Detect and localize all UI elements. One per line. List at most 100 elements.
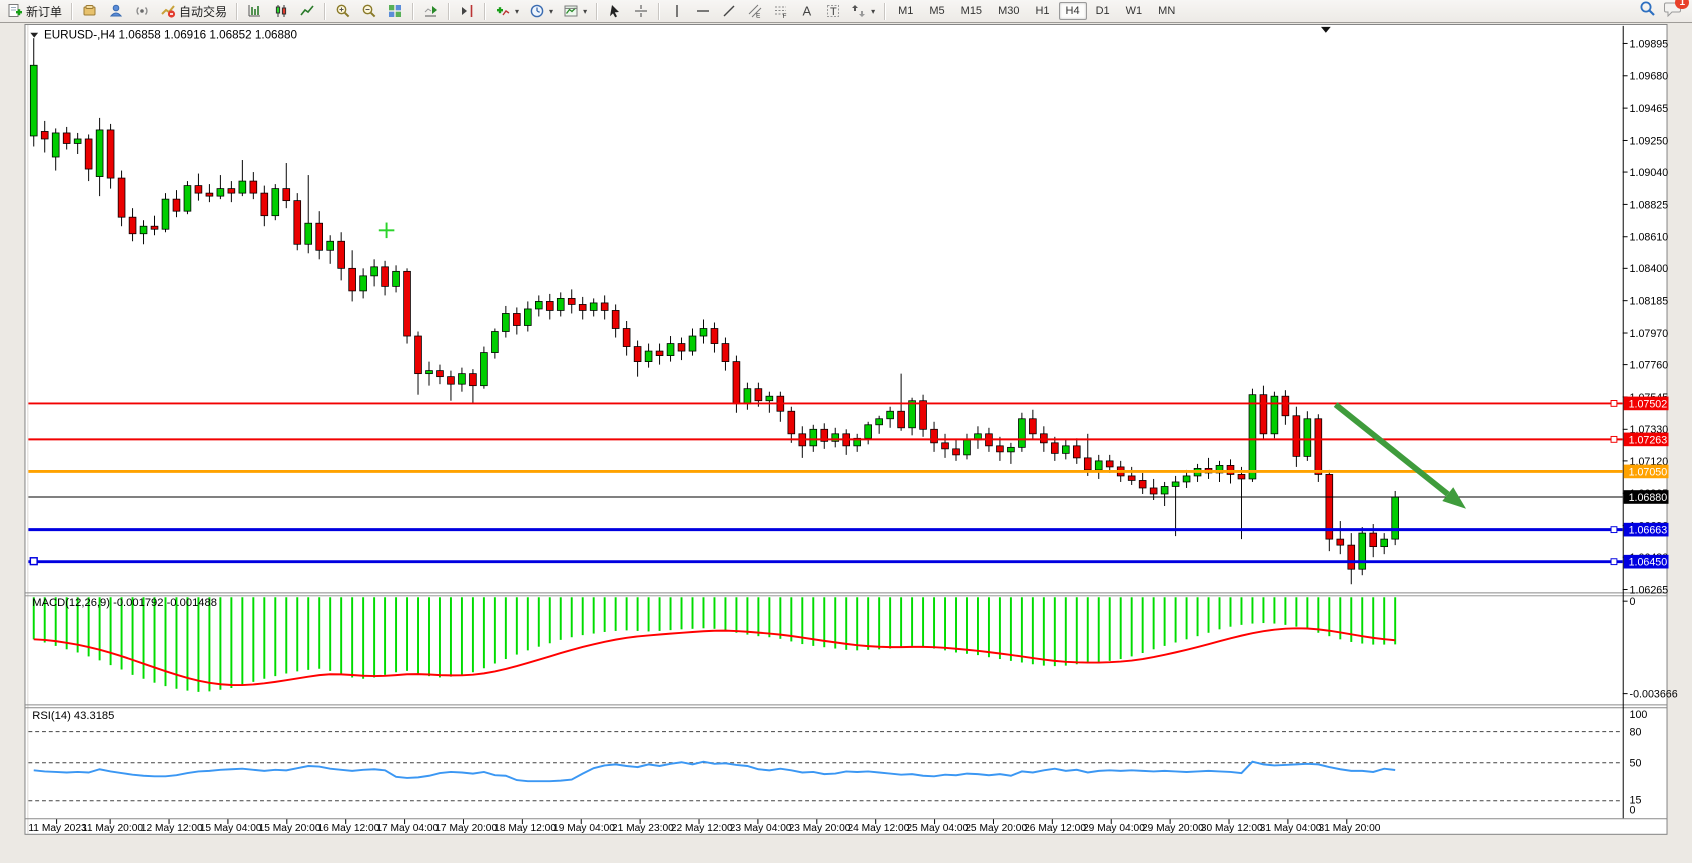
chevron-down-icon[interactable]: ▾ (583, 6, 588, 16)
fibonacci-button[interactable]: F (769, 0, 793, 22)
zoom-in-button[interactable] (331, 0, 355, 22)
bar-chart-button[interactable] (243, 0, 267, 22)
annotations[interactable] (378, 222, 1467, 509)
main-plot[interactable] (28, 25, 1623, 593)
templates-button[interactable]: ▾ (559, 0, 591, 22)
candle-body (952, 448, 960, 456)
line-handle[interactable] (1610, 400, 1618, 407)
timeframe-mn-button[interactable]: MN (1158, 5, 1176, 17)
zoom-in-icon (335, 3, 351, 19)
candle-body (1237, 474, 1246, 480)
indicators-button[interactable]: ▾ (491, 0, 523, 22)
candle-body (216, 188, 225, 197)
candle-body (655, 350, 664, 356)
symbol-dropdown-icon[interactable] (30, 32, 39, 38)
line-handle[interactable] (1610, 558, 1618, 566)
timeframe-w1-button[interactable]: W1 (1125, 5, 1143, 17)
timeframe-h4-button[interactable]: H4 (1058, 2, 1087, 20)
timeframe-m30-button[interactable]: M30 (998, 5, 1020, 17)
indicators-icon (495, 3, 511, 19)
trend-arrow-line[interactable] (1333, 402, 1450, 497)
line-handle[interactable] (29, 557, 38, 566)
line-handle[interactable] (1610, 526, 1618, 534)
navigator-button[interactable] (104, 0, 128, 22)
trendline-button[interactable] (717, 0, 741, 22)
candle-body (1292, 415, 1301, 457)
crosshair-button[interactable] (629, 0, 653, 22)
fibonacci-icon: F (773, 3, 789, 19)
price-tick-label: 1.07970 (1630, 328, 1669, 340)
candle-body (930, 428, 938, 444)
candle-body (556, 298, 565, 311)
chevron-down-icon[interactable]: ▾ (515, 6, 520, 16)
zoom-out-icon (361, 3, 377, 19)
candle-body (864, 424, 872, 439)
toolbar-separator (71, 2, 74, 20)
candle-body (1215, 465, 1224, 474)
market-watch-icon (82, 3, 98, 19)
price-tag-label: 1.07263 (1629, 434, 1668, 446)
panel-separator-2[interactable] (25, 704, 1667, 709)
auto-scroll-button[interactable] (419, 0, 443, 22)
tile-windows-button[interactable] (383, 0, 407, 22)
candle-body (139, 225, 148, 235)
line-handle[interactable] (1610, 435, 1618, 443)
candle-body (29, 64, 38, 137)
scroll-marker-icon[interactable] (1320, 26, 1331, 33)
candle-body (743, 388, 752, 405)
text-label-button[interactable]: T (821, 0, 845, 22)
time-tick-label: 30 May 12:00 (1201, 823, 1263, 834)
signals-button[interactable] (130, 0, 154, 22)
equidistant-channel-icon: E (747, 3, 763, 19)
new-order-button[interactable]: 新订单 (3, 0, 66, 22)
timeframe-m5-button[interactable]: M5 (929, 5, 945, 17)
toolbar-separator (484, 2, 487, 20)
candle-body (403, 270, 411, 337)
candle-body (1325, 474, 1334, 540)
candle-body (337, 240, 345, 269)
toolbar-separator (412, 2, 415, 20)
candle-body (545, 301, 554, 311)
notifications-icon[interactable]: 1 (1664, 0, 1689, 22)
chart-window[interactable]: 1.09895 1.09680 1.09465 1.09250 1.09040 1.088… (0, 23, 1692, 863)
candle-body (1281, 395, 1290, 417)
top-toolbar: 新订单 自动交易 ▾ ▾ ▾ E F A T ▾ M1 M5 M15 M30 H1 H4 D1 W1 MN 1 (0, 0, 1692, 23)
horizontal-line-icon (695, 3, 711, 19)
candle-body (1226, 465, 1235, 475)
periods-button[interactable]: ▾ (525, 0, 557, 22)
vertical-line-button[interactable] (665, 0, 689, 22)
search-icon[interactable] (1639, 0, 1656, 22)
timeframe-m1-button[interactable]: M1 (898, 5, 914, 17)
macd-indicator: 0 -0.003666 (32, 596, 1678, 701)
timeframe-m15-button[interactable]: M15 (960, 5, 983, 17)
macd-plot[interactable] (28, 596, 1623, 705)
cursor-button[interactable] (603, 0, 627, 22)
candle-body (414, 335, 422, 375)
panel-separator-1[interactable] (25, 592, 1667, 597)
arrows-button[interactable]: ▾ (847, 0, 879, 22)
candle-body (897, 410, 905, 429)
chart-shift-button[interactable] (455, 0, 479, 22)
auto-trading-button[interactable]: 自动交易 (156, 0, 231, 22)
line-chart-button[interactable] (295, 0, 319, 22)
horizontal-line-button[interactable] (691, 0, 715, 22)
time-tick-label: 26 May 12:00 (1024, 823, 1086, 834)
price-tick-label: 1.09465 (1630, 103, 1669, 115)
horizontal-lines[interactable]: 1.07502 1.07263 1.07050 1.06880 1.06663 1.064… (28, 396, 1669, 569)
equidistant-channel-button[interactable]: E (743, 0, 767, 22)
trend-arrow-head[interactable] (1442, 487, 1467, 509)
text-button[interactable]: A (795, 0, 819, 22)
zoom-out-button[interactable] (357, 0, 381, 22)
time-tick-label: 31 May 04:00 (1260, 823, 1322, 834)
rsi-label: RSI(14) 43.3185 (32, 710, 114, 722)
market-watch-button[interactable] (78, 0, 102, 22)
candle-body (1391, 496, 1399, 540)
chevron-down-icon[interactable]: ▾ (871, 6, 876, 16)
chevron-down-icon[interactable]: ▾ (549, 6, 554, 16)
candlestick-series (29, 38, 1408, 585)
timeframe-h1-button[interactable]: H1 (1035, 5, 1050, 17)
timeframe-d1-button[interactable]: D1 (1095, 5, 1110, 17)
candlestick-chart-button[interactable] (269, 0, 293, 22)
